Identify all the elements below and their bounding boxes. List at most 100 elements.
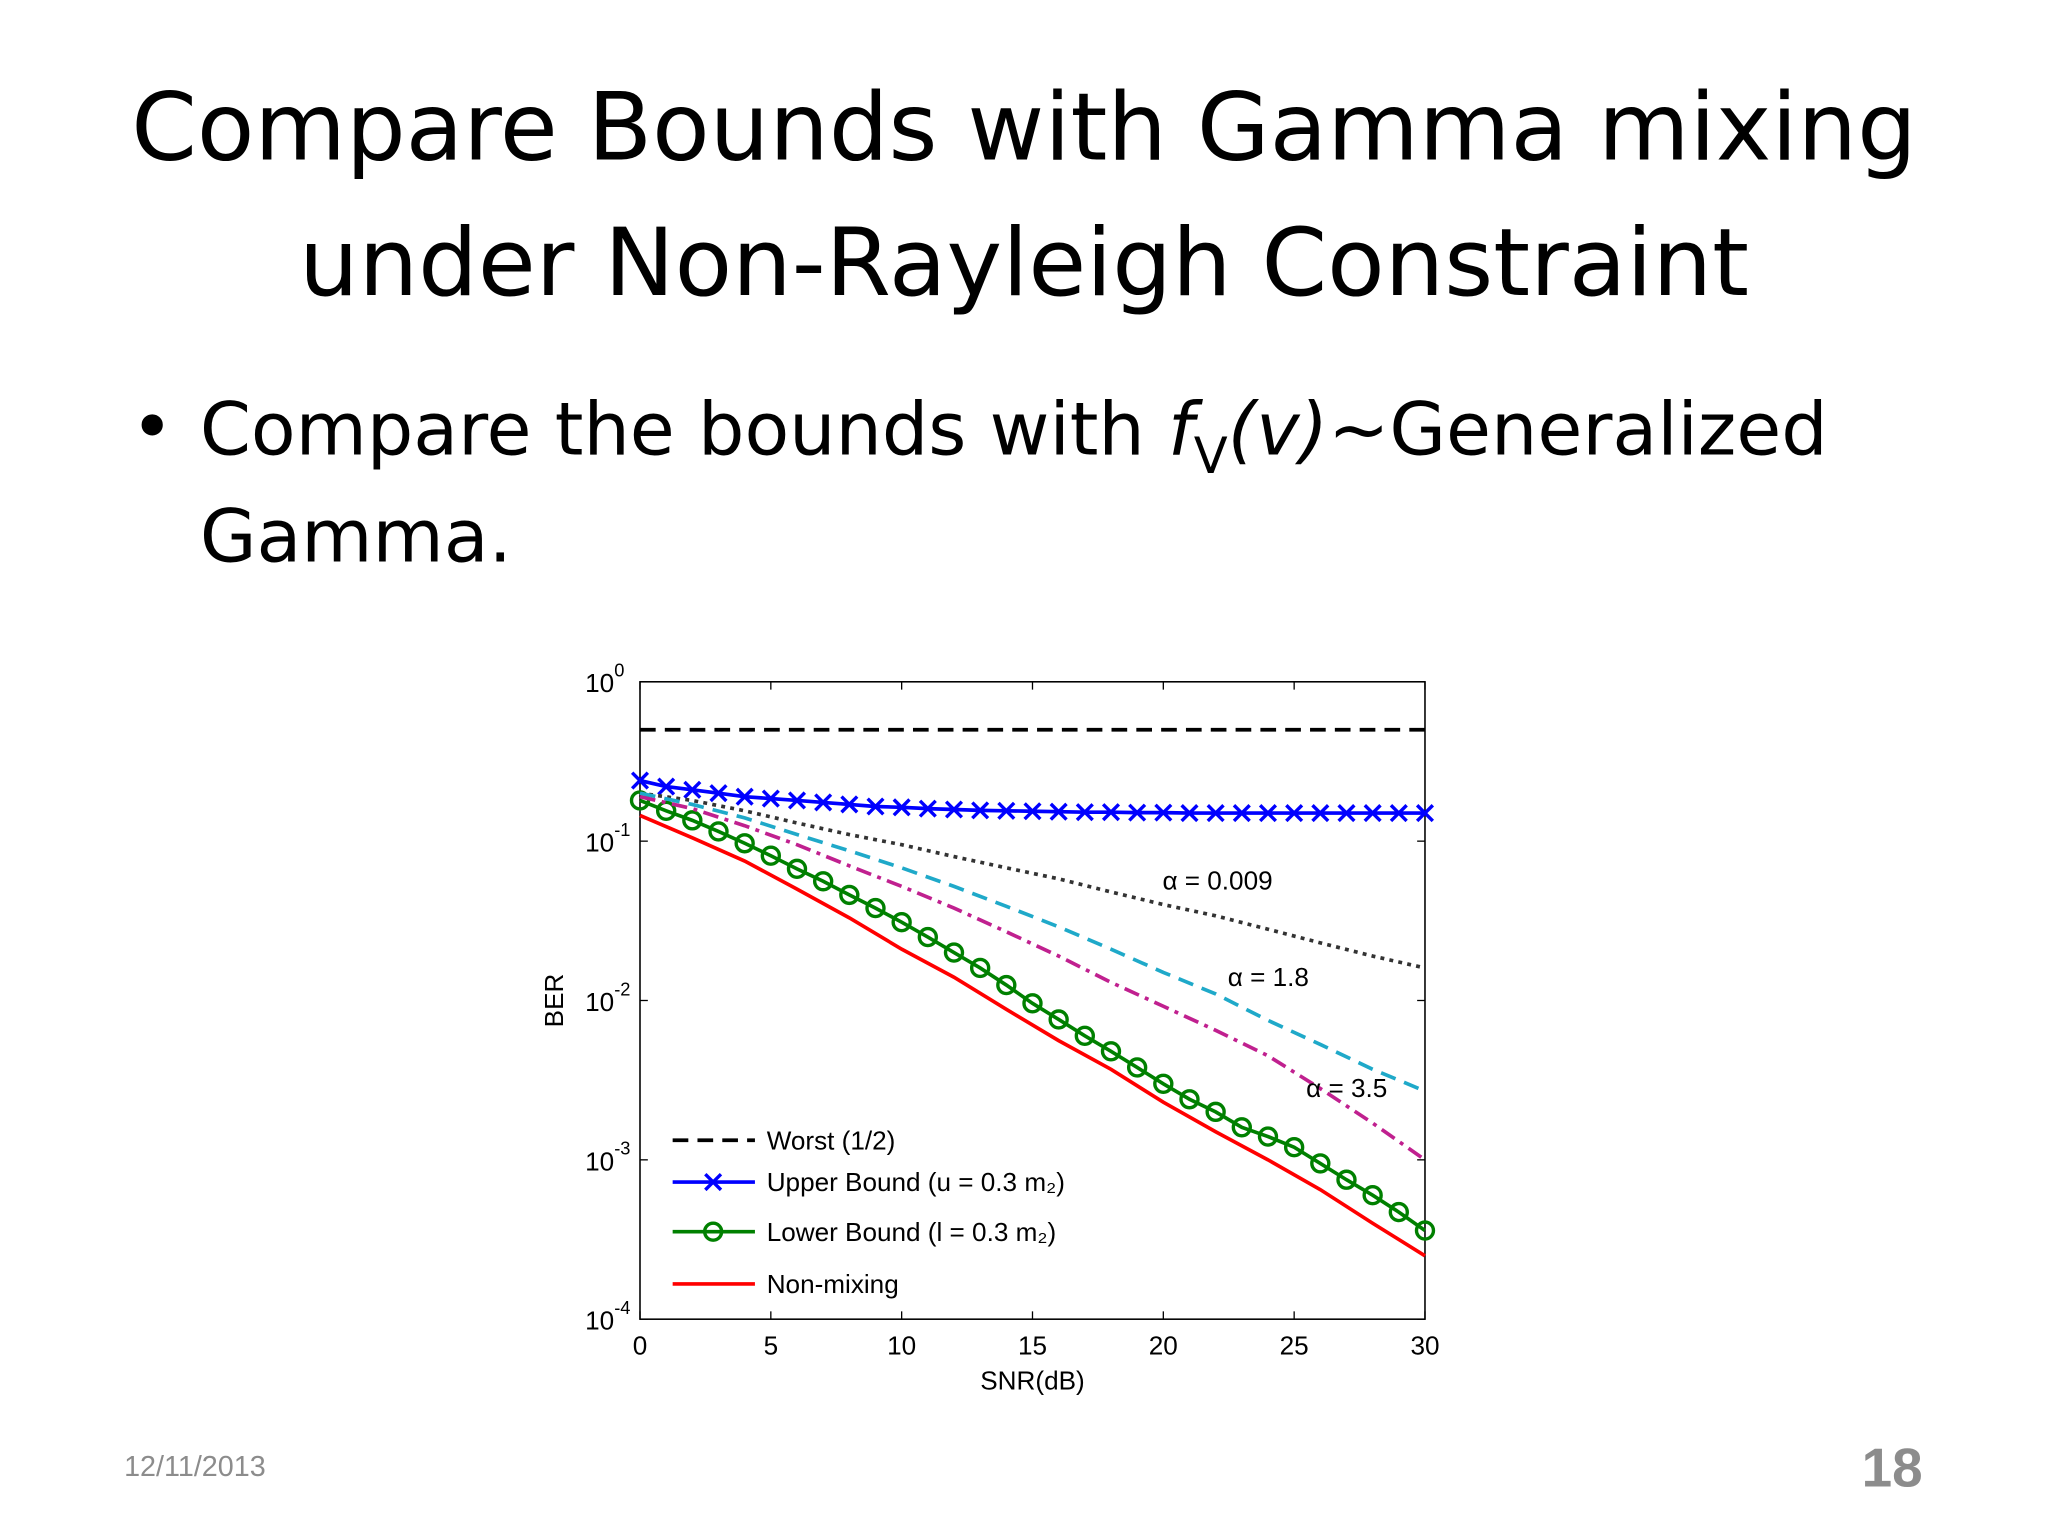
marker-circle — [734, 833, 755, 854]
marker-circle — [891, 912, 912, 933]
x-axis-label: SNR(dB) — [980, 1366, 1084, 1396]
x-tick-label: 5 — [764, 1330, 779, 1360]
bullet-sub: V — [1194, 427, 1228, 485]
marker-circle — [1153, 1073, 1174, 1094]
legend-label: Worst (1/2) — [767, 1125, 896, 1155]
marker-x — [1206, 804, 1225, 823]
marker-x — [735, 787, 754, 806]
marker-x — [814, 793, 833, 812]
y-tick-label: 100 — [585, 660, 624, 699]
y-tick-label: 10-2 — [585, 978, 630, 1017]
marker-circle — [786, 858, 808, 880]
page-number: 18 — [1862, 1436, 1923, 1498]
marker-x — [840, 795, 859, 814]
bullet-dot: • — [131, 385, 174, 470]
marker-circle — [969, 957, 991, 979]
marker-x — [761, 789, 780, 808]
marker-x — [892, 798, 911, 817]
marker-x — [1049, 802, 1068, 821]
marker-circle — [1388, 1201, 1410, 1223]
marker-x — [1023, 802, 1042, 821]
y-tick-base: 10 — [585, 668, 614, 698]
marker-circle — [760, 845, 782, 866]
marker-x — [1337, 804, 1356, 823]
chart: 0 5 10 15 20 25 3010010-110-210-310-4SNR(dB)BE… — [539, 660, 1440, 1396]
marker-x — [866, 797, 885, 816]
marker-x — [630, 771, 650, 790]
marker-x — [787, 791, 807, 810]
annotation: α = 3.5 — [1306, 1073, 1387, 1103]
marker-x — [944, 800, 964, 819]
marker-circle — [1257, 1126, 1279, 1147]
marker-x — [1232, 804, 1251, 823]
y-tick-label: 10-4 — [585, 1297, 630, 1336]
legend-label: Non-mixing — [767, 1269, 899, 1299]
y-tick-label: 10-1 — [585, 819, 630, 858]
footer-date: 12/11/2013 — [124, 1451, 266, 1483]
title-line: Compare Bounds with Gamma mixing — [131, 73, 1917, 182]
series-line — [639, 791, 1426, 970]
marker-circle — [1100, 1041, 1122, 1062]
y-tick-label: 10-3 — [585, 1138, 630, 1177]
marker-circle — [1074, 1025, 1096, 1047]
annotation: α = 0.009 — [1162, 865, 1272, 895]
marker-x — [1285, 804, 1304, 823]
marker-circle — [1048, 1009, 1069, 1030]
marker-circle — [1310, 1153, 1331, 1174]
marker-x — [971, 801, 990, 820]
x-tick-label: 30 — [1410, 1330, 1439, 1360]
marker-x — [1154, 803, 1173, 822]
y-tick-exponent: 0 — [614, 660, 624, 681]
marker-x — [1101, 803, 1121, 822]
legend-label: Lower Bound (l = 0.3 m₂) — [767, 1217, 1057, 1247]
marker-circle — [917, 926, 939, 948]
marker-circle — [1362, 1184, 1383, 1206]
title-line: under Non-Rayleigh Constraint — [299, 209, 1749, 318]
y-tick-base: 10 — [585, 1306, 614, 1336]
x-tick-label: 15 — [1018, 1330, 1047, 1360]
y-tick-base: 10 — [585, 1146, 614, 1176]
bullet-text: Gamma. — [200, 495, 512, 580]
series-line — [639, 813, 1426, 1258]
marker-x — [1363, 804, 1382, 823]
marker-circle — [839, 884, 860, 906]
series-line — [639, 791, 1426, 1093]
y-tick-base: 10 — [585, 987, 614, 1017]
marker-circle — [1205, 1101, 1226, 1123]
y-tick-exponent: -1 — [614, 819, 630, 840]
marker-x — [1180, 804, 1199, 823]
marker-circle — [1414, 1220, 1436, 1241]
marker-x — [1128, 803, 1147, 822]
marker-circle — [1126, 1057, 1148, 1078]
marker-x — [1075, 803, 1094, 822]
marker-circle — [996, 974, 1017, 996]
legend-label: Upper Bound (u = 0.3 m₂) — [767, 1167, 1065, 1197]
y-axis-label: BER — [539, 974, 569, 1028]
marker-circle — [1231, 1117, 1253, 1138]
marker-circle — [682, 810, 703, 831]
marker-circle — [812, 871, 834, 892]
annotation: α = 1.8 — [1228, 962, 1309, 992]
marker-circle — [702, 1221, 724, 1242]
bullet-func-arg: (v) — [1228, 388, 1328, 473]
x-tick-label: 25 — [1280, 1330, 1309, 1360]
marker-circle — [1179, 1089, 1200, 1110]
plot-frame — [639, 681, 1426, 1320]
x-tick-label: 10 — [887, 1330, 916, 1360]
marker-circle — [943, 942, 965, 963]
marker-circle — [1022, 993, 1043, 1014]
marker-x — [997, 801, 1016, 820]
marker-x — [683, 780, 702, 799]
bullet-text: Compare the bounds with fV(v)~Generalize… — [200, 388, 1828, 485]
y-tick-exponent: -4 — [614, 1297, 630, 1318]
y-tick-exponent: -2 — [614, 978, 630, 999]
series-line — [639, 794, 1427, 1162]
marker-x — [1258, 804, 1278, 823]
marker-x — [709, 784, 728, 803]
series-line — [639, 798, 1427, 1233]
x-tick-label: 0 — [633, 1330, 648, 1360]
marker-circle — [1336, 1169, 1357, 1190]
marker-circle — [865, 897, 886, 919]
